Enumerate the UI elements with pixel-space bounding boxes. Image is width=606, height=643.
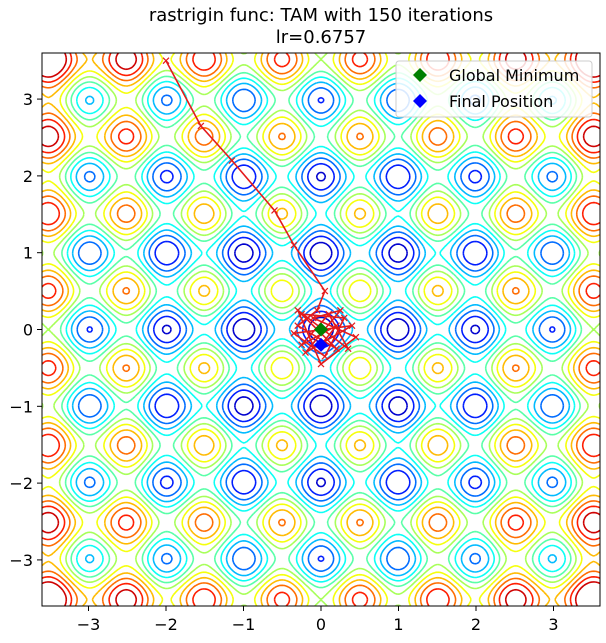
path-point-13 — [348, 322, 356, 330]
path-point-20 — [344, 345, 352, 353]
x-tick-label: 3 — [548, 615, 558, 634]
x-tick-label: −3 — [77, 615, 101, 634]
y-tick-label: 2 — [23, 167, 33, 186]
contour-level-4 — [70, 81, 572, 578]
y-tick-label: −1 — [9, 397, 33, 416]
path-point-6 — [313, 306, 321, 314]
y-tick-label: −2 — [9, 474, 33, 493]
path-point-19 — [294, 306, 302, 314]
legend-box — [395, 60, 593, 118]
path-point-2 — [228, 157, 236, 164]
legend: Global Minimum Final Position — [395, 60, 593, 118]
y-tick-label: 1 — [23, 244, 33, 263]
y-tick-label: 0 — [23, 321, 33, 340]
contour-level-6 — [59, 70, 583, 589]
x-tick-label: 0 — [316, 615, 326, 634]
legend-label-final-position: Final Position — [449, 92, 553, 111]
y-tick-label: −3 — [9, 551, 33, 570]
path-point-14 — [302, 349, 309, 356]
path-point-8 — [333, 345, 340, 353]
legend-label-global-minimum: Global Minimum — [449, 66, 579, 85]
path-point-4 — [290, 241, 298, 249]
path-point-11 — [321, 352, 329, 360]
legend-marker-final-position — [413, 94, 427, 108]
contour-level-2 — [86, 96, 556, 563]
x-axis: −3 −2 −1 0 1 2 3 — [77, 606, 559, 634]
path-point-0 — [162, 57, 170, 65]
path-point-12 — [290, 329, 298, 337]
path-point-10 — [340, 314, 348, 322]
path-point-7 — [294, 322, 302, 330]
x-tick-label: 1 — [393, 615, 403, 634]
path-point-17 — [352, 333, 360, 341]
path-point-16 — [309, 314, 317, 322]
path-point-1 — [197, 122, 205, 130]
path-point-3 — [271, 207, 278, 214]
path-point-21 — [325, 310, 333, 318]
contour-level-10 — [42, 53, 600, 606]
contour-level-3 — [76, 87, 566, 572]
path-point-23 — [333, 322, 340, 330]
x-tick-label: −1 — [232, 615, 256, 634]
contour-level-5 — [65, 76, 577, 583]
path-point-5 — [321, 287, 329, 295]
path-point-18 — [317, 360, 325, 368]
x-tick-label: 2 — [471, 615, 481, 634]
path-point-22 — [298, 341, 306, 349]
y-tick-label: 3 — [23, 90, 33, 109]
path-point-15 — [336, 306, 344, 314]
chart-subtitle: lr=0.6757 — [276, 27, 366, 48]
optimizer-path — [162, 57, 360, 368]
legend-marker-global-minimum — [413, 68, 427, 82]
position-markers — [314, 322, 328, 352]
x-tick-label: −2 — [154, 615, 178, 634]
chart-title: rastrigin func: TAM with 150 iterations — [149, 5, 493, 26]
marker-final-position — [314, 337, 328, 352]
contour-lines — [42, 53, 600, 606]
marker-global-minimum — [314, 322, 328, 337]
y-axis: −3 −2 −1 0 1 2 3 — [9, 90, 42, 570]
